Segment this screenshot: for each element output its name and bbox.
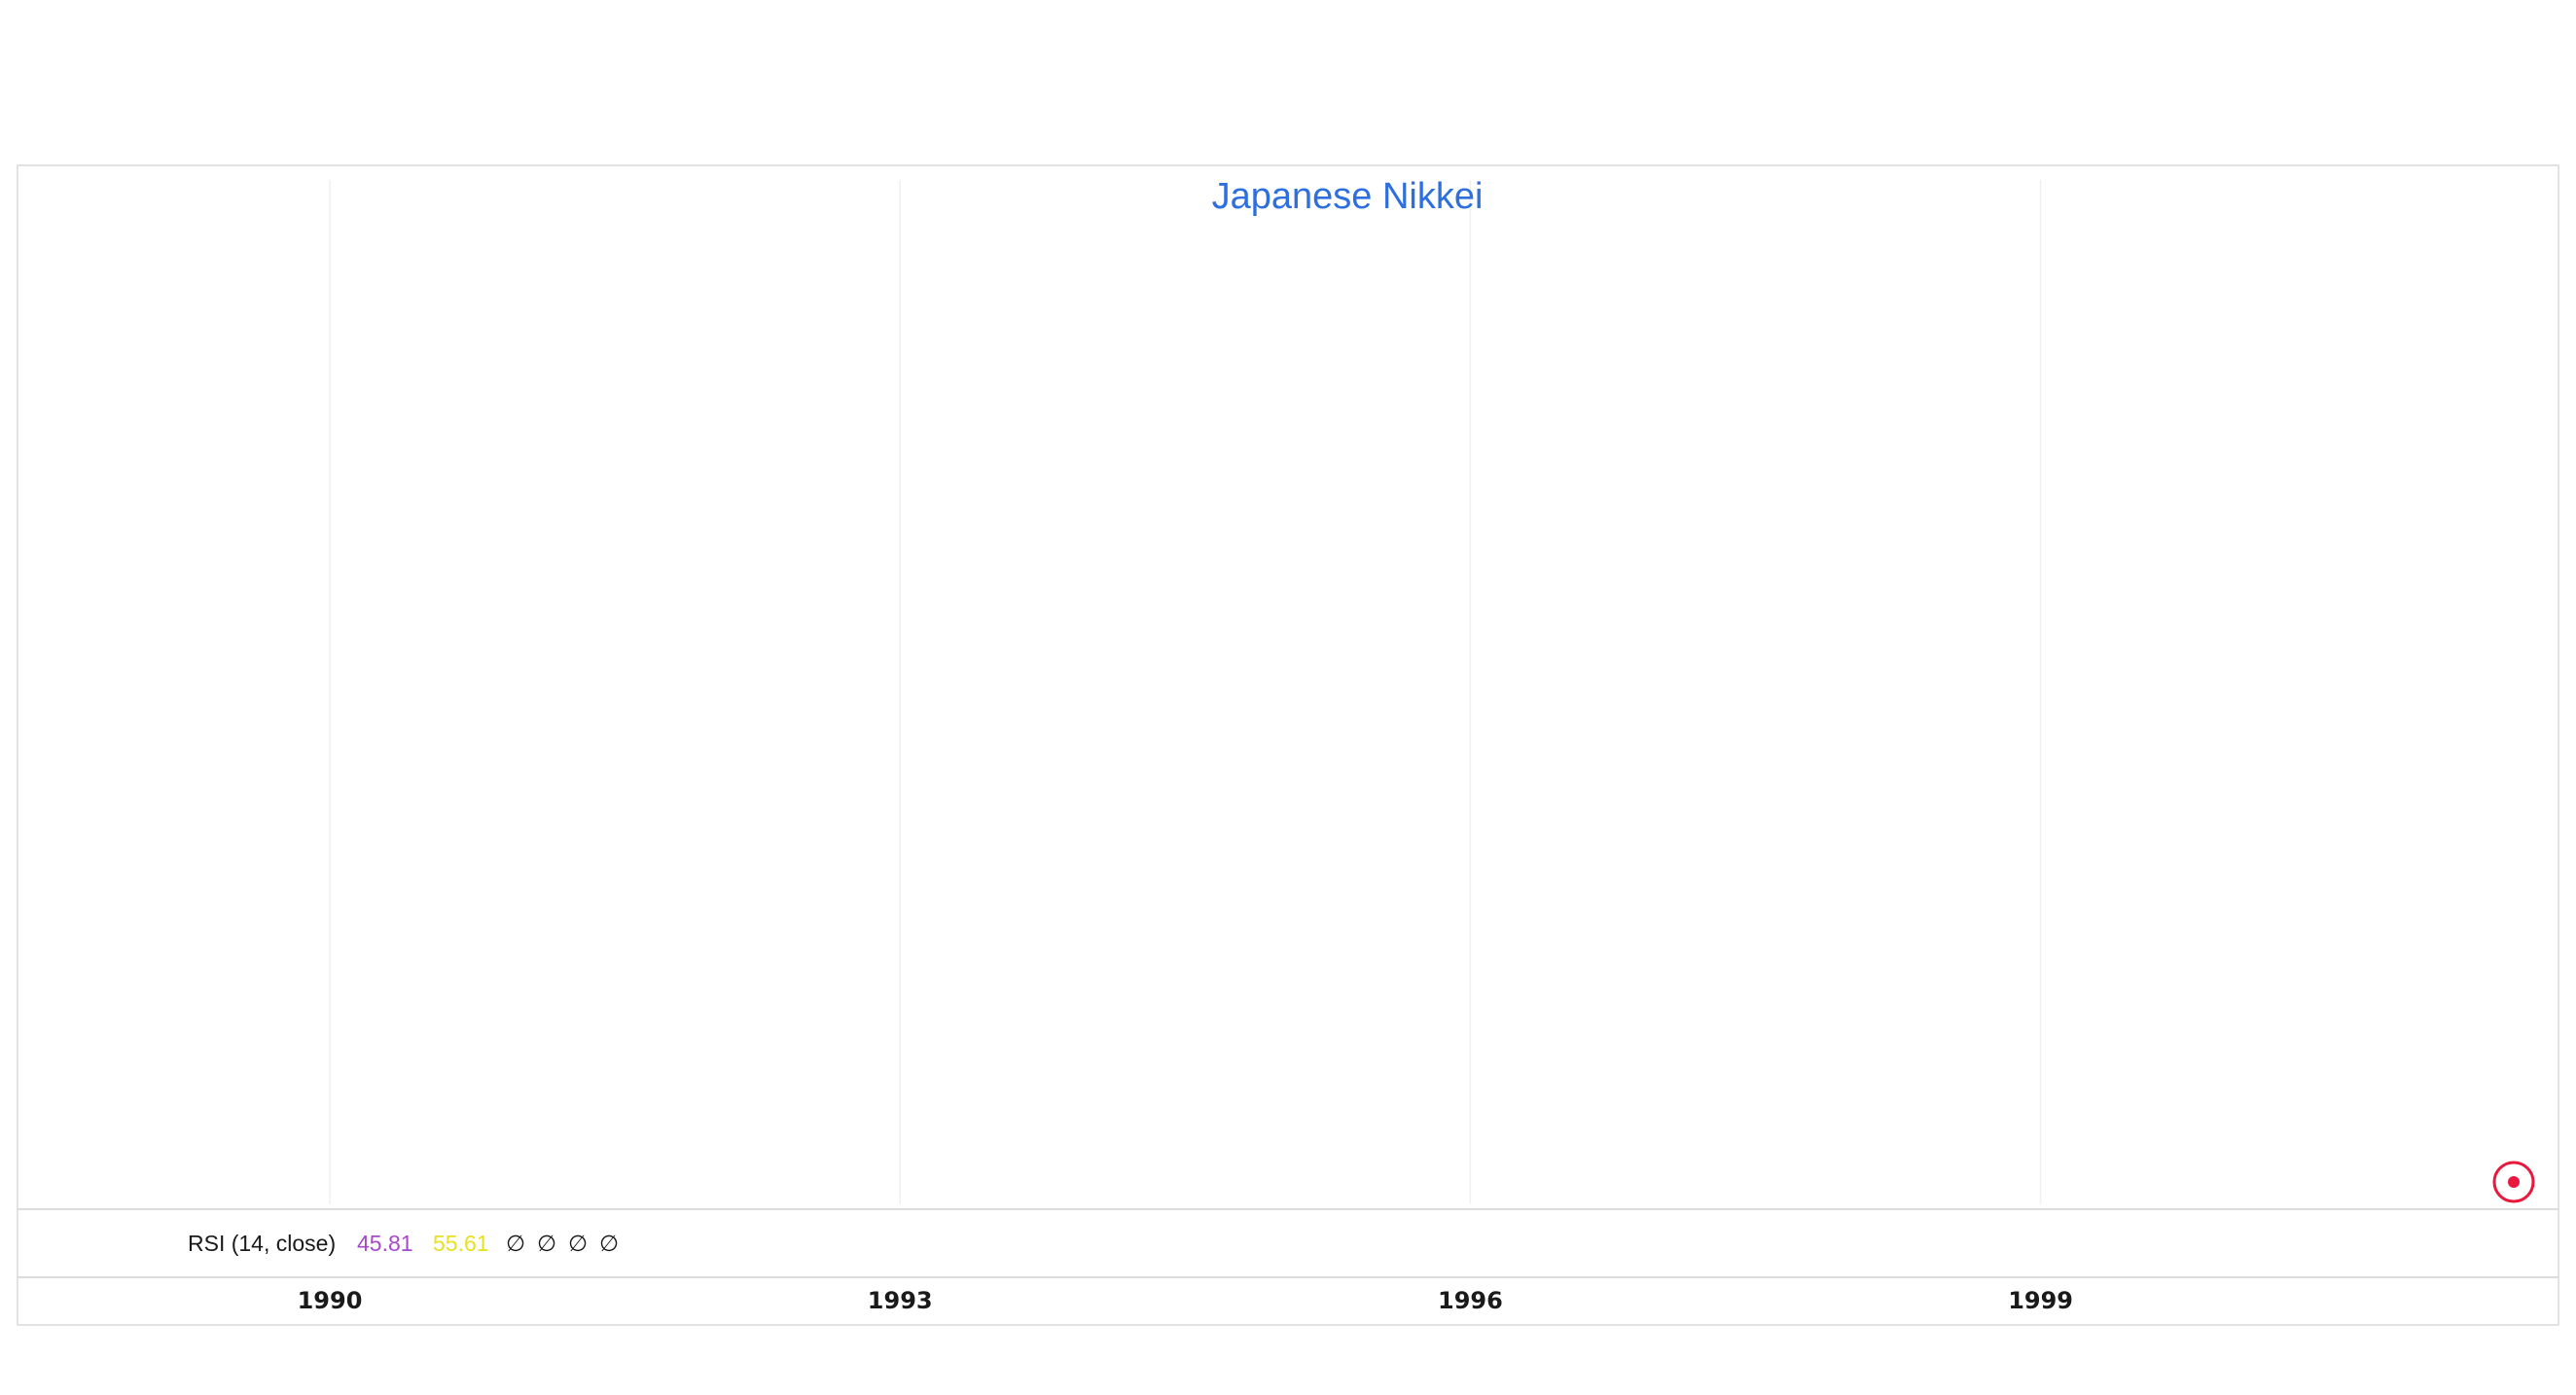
rsi-na-4: ∅ (599, 1231, 619, 1256)
x-tick-label: 1993 (868, 1287, 933, 1314)
rsi-legend: RSI (14, close) 45.81 55.61 ∅ ∅ ∅ ∅ (188, 1231, 619, 1256)
x-tick-label: 1990 (298, 1287, 363, 1314)
grid (329, 180, 2042, 1204)
target-icon[interactable] (2492, 1161, 2535, 1203)
rsi-ma-value: 55.61 (433, 1231, 489, 1256)
x-tick-label: 1999 (2008, 1287, 2073, 1314)
chart-frame (17, 164, 2559, 1326)
rsi-label: RSI (14, close) (188, 1231, 336, 1256)
rsi-na-2: ∅ (537, 1231, 556, 1256)
rsi-na-1: ∅ (506, 1231, 525, 1256)
rsi-na-3: ∅ (568, 1231, 588, 1256)
chart-title: Japanese Nikkei (1212, 176, 1484, 217)
rsi-value: 45.81 (357, 1231, 413, 1256)
x-tick-label: 1996 (1438, 1287, 1503, 1314)
x-axis: 1990199319961999200220052008201120142017… (298, 1287, 2073, 1314)
